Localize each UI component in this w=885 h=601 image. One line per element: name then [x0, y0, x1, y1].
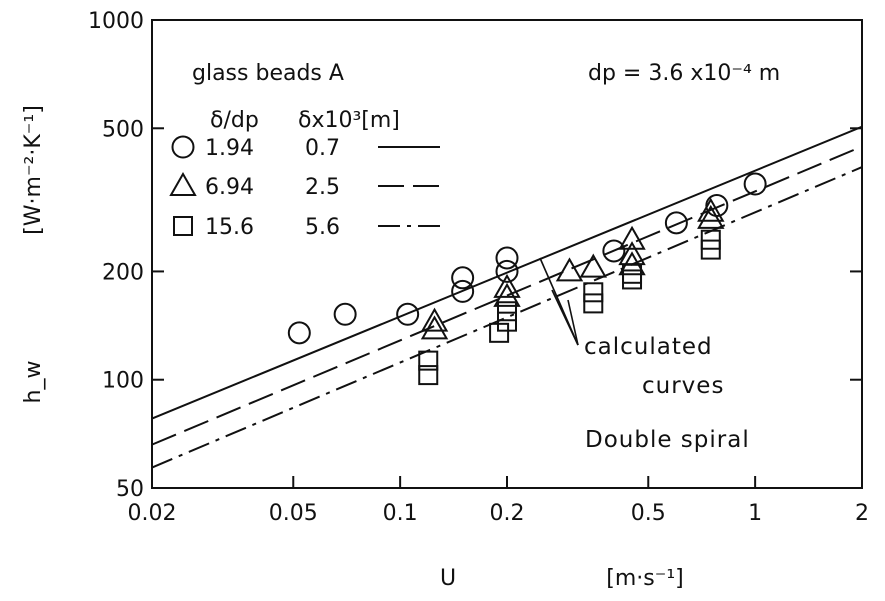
circle-point — [451, 279, 475, 303]
circle-point — [495, 246, 519, 270]
triangle-point — [579, 253, 608, 278]
x-tick-label: 1 — [748, 501, 762, 526]
legend-title: glass beads A — [192, 61, 344, 86]
legend-rows: 1.94 0.7 6.94 2.5 15.6 5.6 — [169, 135, 440, 240]
x-tick-label: 2 — [855, 501, 869, 526]
x-axis-unit: [m·s⁻¹] — [606, 566, 683, 591]
triangle-point — [697, 204, 725, 229]
y-tick-label: 50 — [116, 477, 144, 502]
data-points — [287, 172, 767, 386]
triangle-point — [618, 225, 646, 250]
square-point — [583, 293, 604, 314]
annotation-arrow-2 — [551, 289, 579, 346]
x-axis-label: U — [440, 566, 456, 591]
annotation-curves: curves — [642, 373, 724, 399]
circle-point — [705, 194, 729, 218]
legend-col1-header: δ/dp — [210, 108, 259, 133]
annotation-arrows — [539, 257, 579, 346]
x-tick-label: 0.02 — [128, 501, 177, 526]
y-tick-label: 1000 — [88, 9, 144, 34]
curve-dashed — [151, 145, 863, 446]
legend-square-marker — [173, 216, 193, 236]
legend-ratio: 1.94 — [205, 136, 254, 161]
legend-delta: 5.6 — [305, 215, 340, 240]
annotation-calculated: calculated — [584, 334, 713, 360]
triangle-point — [493, 282, 521, 307]
square-point — [418, 365, 439, 386]
y-tick-label: 100 — [102, 369, 144, 394]
circle-point — [333, 302, 357, 326]
legend-delta: 2.5 — [305, 175, 340, 200]
circle-point — [664, 211, 688, 235]
x-tick-label: 0.1 — [383, 501, 418, 526]
curve-solid — [151, 125, 863, 420]
square-point — [418, 350, 439, 371]
square-point — [700, 229, 721, 250]
triangle-point — [420, 315, 449, 340]
legend-delta: 0.7 — [305, 136, 340, 161]
x-tick-label: 0.2 — [490, 501, 525, 526]
square-point — [583, 282, 604, 303]
plot-frame — [151, 19, 863, 489]
square-point — [622, 263, 643, 284]
legend-triangle-marker — [169, 171, 197, 196]
y-axis-label: h_w — [21, 361, 46, 404]
circle-point — [602, 239, 626, 263]
triangle-point — [697, 197, 725, 222]
annotation-double-spiral: Double spiral — [585, 427, 750, 453]
triangle-point — [493, 273, 521, 298]
triangle-point — [555, 257, 584, 282]
circle-point — [451, 266, 475, 290]
x-tick-label: 0.05 — [269, 501, 318, 526]
annotation-arrow-3 — [567, 299, 579, 346]
y-axis-unit: [W·m⁻²·K⁻¹] — [21, 105, 46, 235]
circle-point — [396, 302, 420, 326]
calculated-curves — [151, 125, 863, 469]
legend-ratio: 6.94 — [205, 175, 254, 200]
square-point — [622, 269, 643, 290]
legend-circle-marker — [171, 135, 195, 159]
circle-point — [287, 321, 311, 345]
curve-dashdot — [151, 166, 863, 469]
particle-diameter-label: dp = 3.6 x10⁻⁴ m — [588, 61, 780, 86]
square-point — [497, 301, 517, 322]
triangle-point — [420, 307, 449, 332]
y-tick-label: 500 — [102, 117, 144, 142]
axis-ticks: 0.02 0.05 0.1 0.2 0.5 1 2 50 100 200 500 1000 — [88, 9, 869, 526]
y-tick-label: 200 — [102, 260, 144, 285]
circle-point — [743, 172, 767, 196]
legend-ratio: 15.6 — [205, 215, 254, 240]
square-point — [489, 322, 510, 343]
legend-col2-header: δx10³[m] — [298, 108, 400, 133]
circle-point — [495, 259, 519, 283]
square-point — [497, 311, 517, 332]
x-tick-label: 0.5 — [631, 501, 666, 526]
